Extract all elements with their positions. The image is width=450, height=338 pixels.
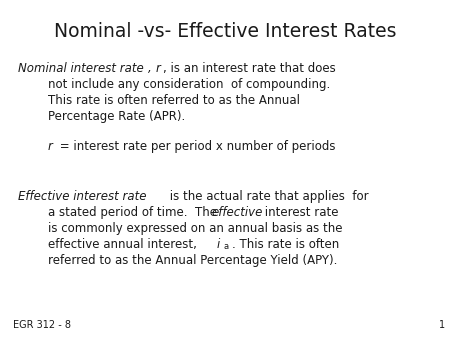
Text: Effective interest rate: Effective interest rate bbox=[18, 190, 147, 203]
Text: effective annual interest,: effective annual interest, bbox=[48, 238, 201, 251]
Text: . This rate is often: . This rate is often bbox=[232, 238, 339, 251]
Text: i: i bbox=[217, 238, 220, 251]
Text: Nominal interest rate: Nominal interest rate bbox=[18, 62, 144, 75]
Text: a: a bbox=[224, 242, 229, 251]
Text: is the actual rate that applies  for: is the actual rate that applies for bbox=[166, 190, 369, 203]
Text: r: r bbox=[48, 140, 53, 153]
Text: a stated period of time.  The: a stated period of time. The bbox=[48, 206, 221, 219]
Text: = interest rate per period x number of periods: = interest rate per period x number of p… bbox=[56, 140, 336, 153]
Text: referred to as the Annual Percentage Yield (APY).: referred to as the Annual Percentage Yie… bbox=[48, 254, 338, 267]
Text: effective: effective bbox=[211, 206, 262, 219]
Text: Percentage Rate (APR).: Percentage Rate (APR). bbox=[48, 110, 185, 123]
Text: r: r bbox=[156, 62, 161, 75]
Text: 1: 1 bbox=[439, 320, 445, 330]
Text: EGR 312 - 8: EGR 312 - 8 bbox=[13, 320, 71, 330]
Text: interest rate: interest rate bbox=[261, 206, 338, 219]
Text: Nominal -vs- Effective Interest Rates: Nominal -vs- Effective Interest Rates bbox=[54, 22, 396, 41]
Text: , is an interest rate that does: , is an interest rate that does bbox=[163, 62, 336, 75]
Text: ,: , bbox=[148, 62, 156, 75]
Text: is commonly expressed on an annual basis as the: is commonly expressed on an annual basis… bbox=[48, 222, 342, 235]
Text: not include any consideration  of compounding.: not include any consideration of compoun… bbox=[48, 78, 330, 91]
Text: This rate is often referred to as the Annual: This rate is often referred to as the An… bbox=[48, 94, 300, 107]
